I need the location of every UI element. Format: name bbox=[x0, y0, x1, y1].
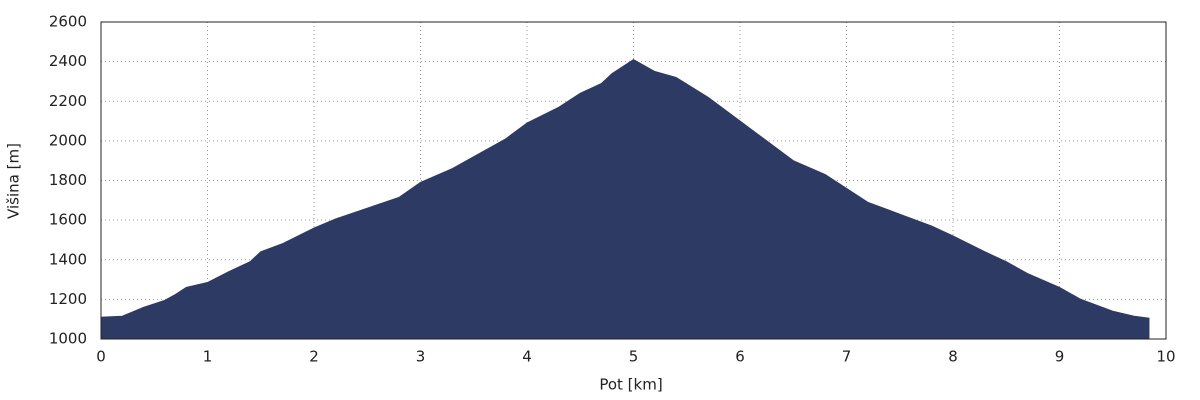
x-tick-label: 2 bbox=[309, 348, 319, 366]
y-tick-label: 2600 bbox=[49, 13, 87, 31]
x-tick-label: 6 bbox=[735, 348, 745, 366]
y-axis-label: Višina [m] bbox=[5, 143, 23, 219]
x-axis-label: Pot [km] bbox=[599, 376, 662, 394]
y-tick-label: 1200 bbox=[49, 290, 87, 308]
y-tick-label: 1000 bbox=[49, 330, 87, 348]
y-tick-label: 2200 bbox=[49, 92, 87, 110]
y-tick-label: 1600 bbox=[49, 211, 87, 229]
x-tick-label: 9 bbox=[1055, 348, 1065, 366]
y-tick-label: 1400 bbox=[49, 250, 87, 268]
x-tick-label: 8 bbox=[948, 348, 958, 366]
x-tick-label: 7 bbox=[842, 348, 852, 366]
plot-frame bbox=[100, 21, 1167, 340]
y-tick-label: 2000 bbox=[49, 131, 87, 149]
elevation-area bbox=[100, 59, 1150, 340]
y-tick-label: 1800 bbox=[49, 171, 87, 189]
x-tick-label: 10 bbox=[1156, 348, 1175, 366]
x-tick-label: 1 bbox=[203, 348, 213, 366]
x-tick-label: 0 bbox=[96, 348, 106, 366]
x-tick-label: 3 bbox=[416, 348, 426, 366]
x-tick-label: 5 bbox=[629, 348, 639, 366]
y-tick-label: 2400 bbox=[49, 52, 87, 70]
x-tick-label: 4 bbox=[522, 348, 532, 366]
